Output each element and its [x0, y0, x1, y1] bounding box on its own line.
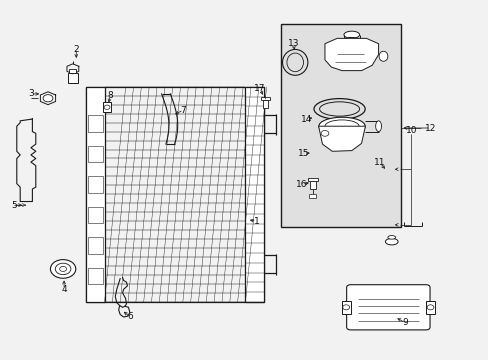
- Bar: [88, 237, 102, 253]
- Polygon shape: [318, 126, 365, 151]
- Bar: [88, 176, 102, 193]
- Bar: [88, 268, 102, 284]
- Text: 8: 8: [107, 91, 113, 100]
- Text: 12: 12: [424, 123, 436, 132]
- Text: 4: 4: [61, 285, 67, 294]
- Text: 2: 2: [73, 45, 79, 54]
- Bar: [68, 73, 78, 83]
- Circle shape: [321, 131, 328, 136]
- Text: 17: 17: [254, 84, 265, 93]
- Ellipse shape: [286, 53, 303, 72]
- Ellipse shape: [325, 120, 358, 132]
- Ellipse shape: [343, 37, 359, 43]
- Text: 15: 15: [298, 149, 309, 158]
- Polygon shape: [325, 39, 378, 71]
- Bar: [307, 178, 317, 181]
- Ellipse shape: [378, 51, 387, 61]
- Text: 1: 1: [253, 217, 259, 226]
- Text: 11: 11: [373, 158, 385, 167]
- Bar: [281, 24, 400, 226]
- Text: 14: 14: [301, 114, 312, 123]
- Bar: [309, 181, 315, 189]
- Ellipse shape: [282, 49, 307, 75]
- Ellipse shape: [387, 235, 395, 239]
- Bar: [425, 301, 434, 314]
- Ellipse shape: [313, 99, 365, 120]
- Bar: [245, 87, 264, 302]
- FancyBboxPatch shape: [346, 285, 429, 330]
- Ellipse shape: [318, 117, 365, 135]
- Circle shape: [55, 263, 71, 275]
- Bar: [88, 116, 102, 132]
- Text: 9: 9: [402, 318, 407, 327]
- Bar: [262, 100, 268, 108]
- Ellipse shape: [319, 102, 359, 116]
- Bar: [88, 207, 102, 223]
- Bar: [69, 69, 76, 73]
- Ellipse shape: [385, 238, 397, 245]
- Text: 5: 5: [11, 201, 17, 210]
- Text: 10: 10: [405, 126, 416, 135]
- Text: 6: 6: [127, 312, 133, 321]
- Circle shape: [43, 95, 53, 102]
- Text: 16: 16: [296, 180, 307, 189]
- Circle shape: [50, 260, 76, 278]
- Bar: [103, 102, 111, 112]
- Text: 13: 13: [287, 39, 298, 48]
- Bar: [341, 301, 350, 314]
- Ellipse shape: [343, 31, 359, 39]
- Text: 7: 7: [180, 105, 186, 114]
- Bar: [86, 87, 104, 302]
- Ellipse shape: [375, 121, 381, 132]
- Bar: [261, 97, 269, 100]
- Text: 3: 3: [28, 89, 34, 98]
- Bar: [88, 146, 102, 162]
- Bar: [309, 194, 316, 198]
- Bar: [86, 87, 264, 302]
